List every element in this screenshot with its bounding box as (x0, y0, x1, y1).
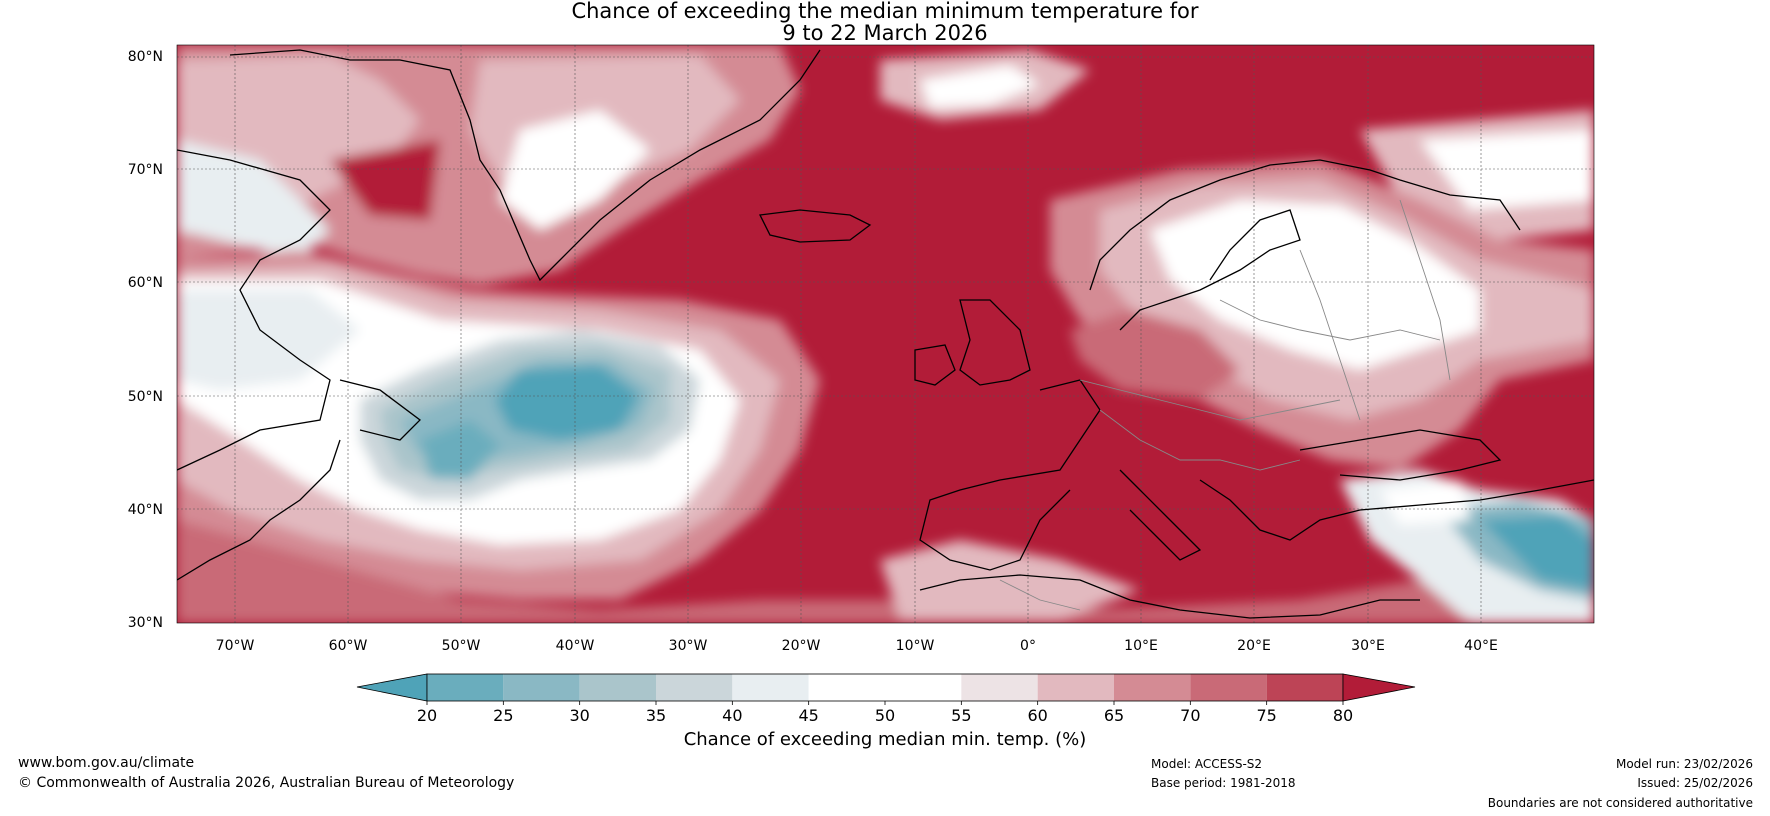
colorbar-segment (1037, 674, 1114, 701)
colorbar-segment (503, 674, 580, 701)
colorbar-tick-label: 45 (798, 706, 818, 725)
colorbar-segment (961, 674, 1038, 701)
colorbar-segment (808, 674, 885, 701)
lon-label: 30°W (669, 638, 708, 654)
longitude-labels: 70°W 60°W 50°W 40°W 30°W 20°W 10°W 0° 10… (216, 638, 1498, 654)
colorbar-tick-label: 55 (951, 706, 971, 725)
lon-label: 20°E (1237, 638, 1271, 654)
lon-label: 50°W (442, 638, 481, 654)
colorbar-label: Chance of exceeding median min. temp. (%… (684, 729, 1087, 750)
lon-label: 70°W (216, 638, 255, 654)
model-run-text: Model run: 23/02/2026 (1615, 757, 1753, 771)
colorbar-extend-low (356, 673, 428, 702)
base-period-text: Base period: 1981-2018 (1151, 776, 1296, 790)
colorbar: 20 25 30 35 40 45 50 55 60 65 70 75 80 Chance of exc… (356, 673, 1416, 750)
lat-label: 40°N (128, 502, 163, 518)
lat-label: 30°N (128, 615, 163, 631)
colorbar-tick-label: 75 (1256, 706, 1276, 725)
website-link[interactable]: www.bom.gov.au/climate (18, 755, 195, 771)
lon-label: 30°E (1351, 638, 1385, 654)
lon-label: 40°E (1464, 638, 1498, 654)
colorbar-segment (427, 674, 504, 701)
map-title-line2: 9 to 22 March 2026 (782, 21, 988, 45)
lon-label: 10°E (1124, 638, 1158, 654)
map-frame (176, 44, 1595, 624)
colorbar-tick-label: 50 (875, 706, 895, 725)
colorbar-tick-label: 40 (722, 706, 742, 725)
graticule (177, 45, 1594, 623)
colorbar-segment (579, 674, 656, 701)
colorbar-tick-label: 65 (1104, 706, 1124, 725)
lat-label: 80°N (128, 49, 163, 65)
copyright-text: © Commonwealth of Australia 2026, Austra… (18, 775, 515, 791)
colorbar-tick-label: 70 (1180, 706, 1200, 725)
colorbar-tick-label: 35 (646, 706, 666, 725)
colorbar-segment (1190, 674, 1267, 701)
lon-label: 10°W (896, 638, 935, 654)
map-title-line1: Chance of exceeding the median minimum t… (571, 0, 1199, 23)
map-panel (177, 45, 1594, 623)
colorbar-segment (732, 674, 809, 701)
colorbar-tick-label: 30 (569, 706, 589, 725)
coastlines (177, 49, 1594, 619)
country-borders (999, 199, 1451, 611)
model-text: Model: ACCESS-S2 (1151, 757, 1263, 771)
colorbar-segment (1114, 674, 1191, 701)
colorbar-extend-high (1342, 673, 1416, 702)
lon-label: 0° (1020, 638, 1036, 654)
colorbar-tick-label: 80 (1333, 706, 1353, 725)
latitude-labels: 80°N 70°N 60°N 50°N 40°N 30°N (128, 49, 163, 631)
colorbar-tick-labels: 20 25 30 35 40 45 50 55 60 65 70 75 80 (417, 701, 1353, 725)
disclaimer-text: Boundaries are not considered authoritat… (1487, 796, 1753, 810)
colorbar-tick-label: 20 (417, 706, 437, 725)
colorbar-segment (1266, 674, 1343, 701)
probability-shading (177, 45, 1594, 623)
lat-label: 70°N (128, 162, 163, 178)
lon-label: 40°W (556, 638, 595, 654)
colorbar-segment (656, 674, 733, 701)
lat-label: 50°N (128, 389, 163, 405)
colorbar-tick-label: 60 (1027, 706, 1047, 725)
lon-label: 20°W (782, 638, 821, 654)
colorbar-segments (426, 673, 1344, 702)
lon-label: 60°W (329, 638, 368, 654)
issued-text: Issued: 25/02/2026 (1637, 776, 1753, 790)
lat-label: 60°N (128, 275, 163, 291)
colorbar-tick-label: 25 (493, 706, 513, 725)
colorbar-segment (885, 674, 962, 701)
